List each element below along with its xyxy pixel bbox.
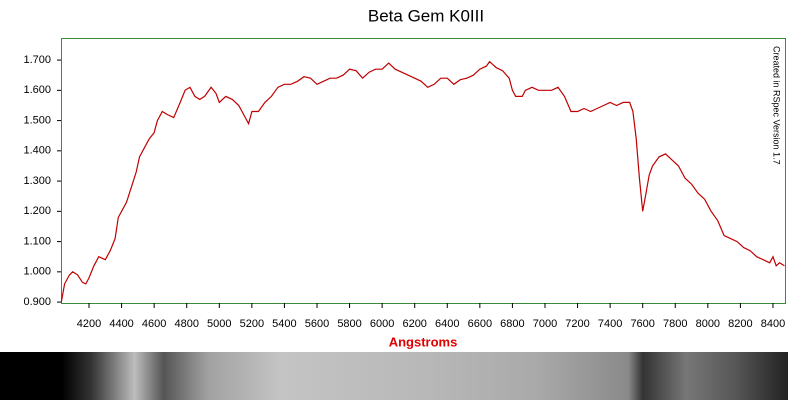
x-tick-label: 6400 [435, 318, 459, 330]
x-axis-label: Angstroms [389, 334, 458, 349]
y-tick-label: 1.500 [23, 114, 51, 126]
x-tick-label: 6600 [468, 318, 492, 330]
spectrum-line [60, 60, 785, 303]
y-tick-label: 1.700 [23, 54, 51, 66]
plot-frame [61, 38, 786, 304]
y-tick-label: 0.900 [23, 296, 51, 308]
x-tick-label: 7600 [630, 318, 654, 330]
y-tick-label: 1.300 [23, 175, 51, 187]
x-tick-label: 6000 [370, 318, 394, 330]
x-tick-label: 5200 [240, 318, 264, 330]
x-tick-label: 8000 [696, 318, 720, 330]
spectrum-edge [0, 352, 62, 400]
x-tick-label: 7200 [565, 318, 589, 330]
x-tick-label: 4800 [174, 318, 198, 330]
y-tick-label: 1.400 [23, 145, 51, 157]
y-tick-label: 1.200 [23, 205, 51, 217]
x-tick-label: 5400 [272, 318, 296, 330]
x-tick-label: 5800 [337, 318, 361, 330]
x-tick-label: 7000 [533, 318, 557, 330]
x-tick-label: 6800 [500, 318, 524, 330]
annotation: Created in RSpec Version 1.7 [772, 46, 782, 165]
x-tick-label: 4200 [77, 318, 101, 330]
y-tick-label: 1.100 [23, 235, 51, 247]
x-tick-label: 5000 [207, 318, 231, 330]
x-tick-label: 5600 [305, 318, 329, 330]
chart-title: Beta Gem K0III [368, 6, 484, 25]
x-tick-label: 8200 [728, 318, 752, 330]
x-tick-label: 4400 [109, 318, 133, 330]
x-tick-label: 7400 [598, 318, 622, 330]
x-tick-label: 7800 [663, 318, 687, 330]
spectrum-strip [62, 352, 788, 400]
x-tick-label: 6200 [402, 318, 426, 330]
x-tick-label: 8400 [761, 318, 785, 330]
y-tick-label: 1.000 [23, 266, 51, 278]
x-tick-label: 4600 [142, 318, 166, 330]
y-tick-label: 1.600 [23, 84, 51, 96]
